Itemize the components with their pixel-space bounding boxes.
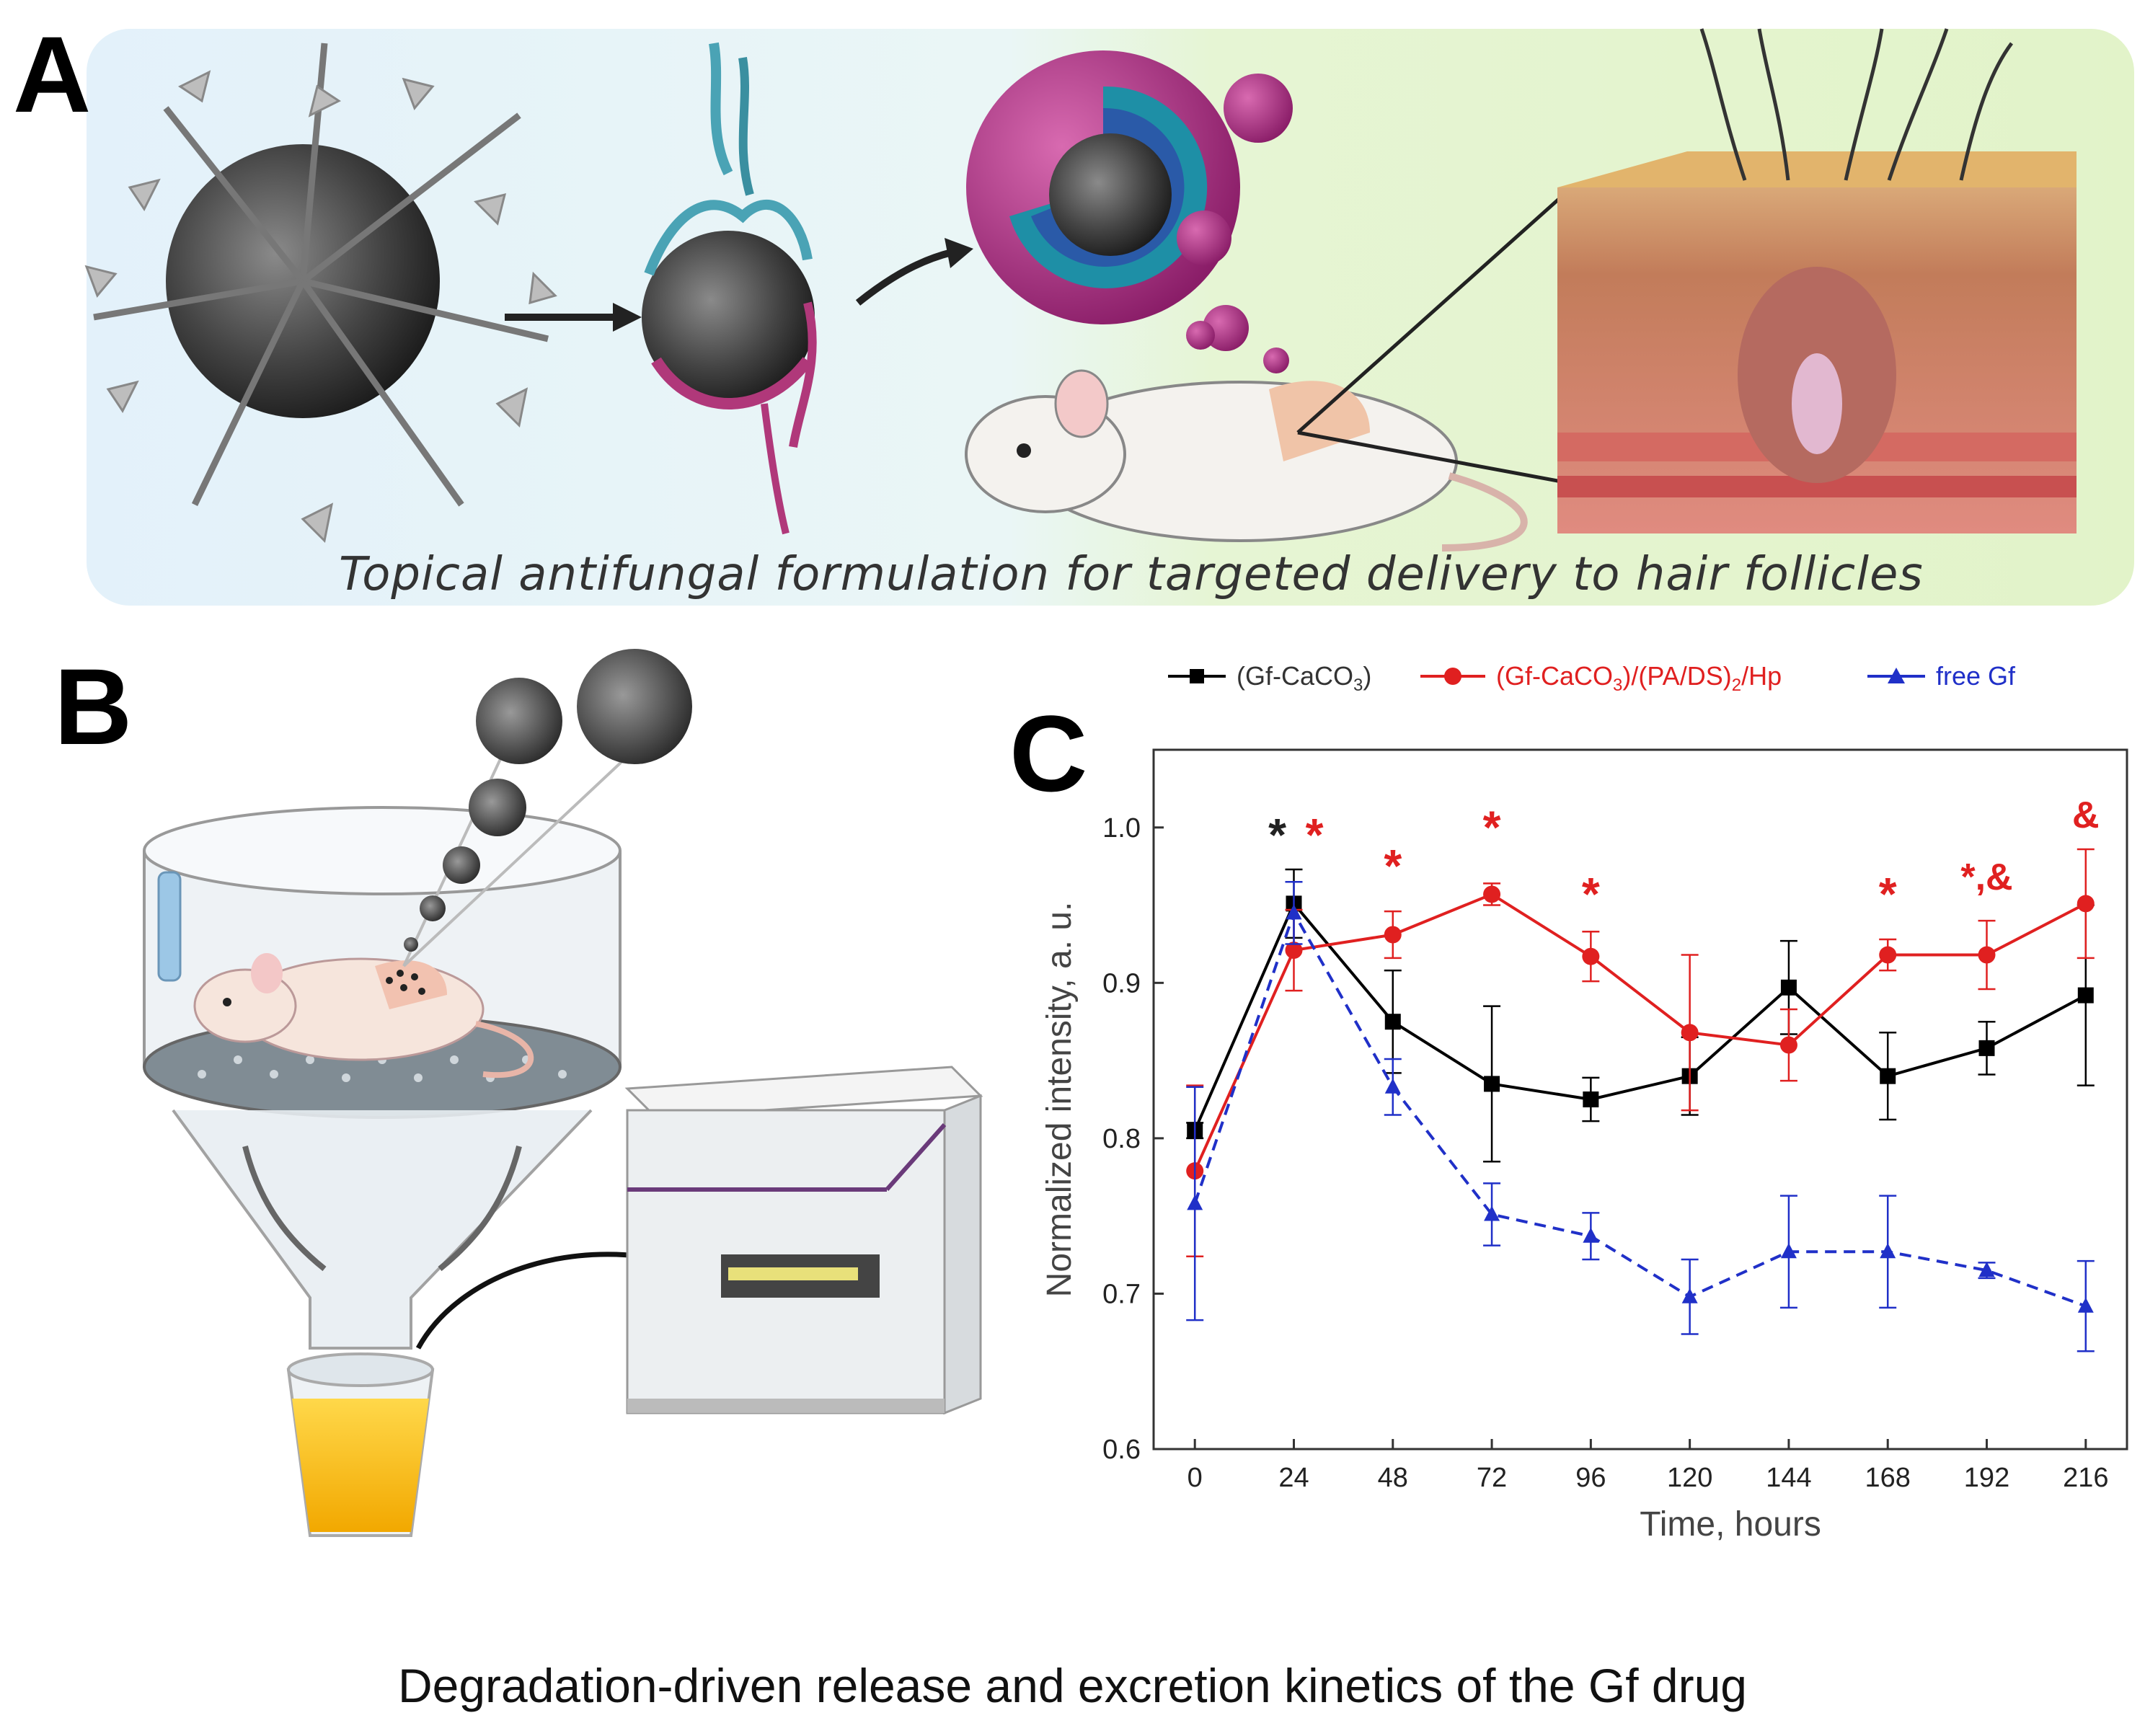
panel-c-label: C [1009,693,1088,814]
x-tick-label: 24 [1278,1463,1309,1493]
metabolic-cage-icon [143,806,622,1350]
mouse-icon [193,953,534,1079]
bottom-caption: Degradation-driven release and excretion… [397,1659,1748,1712]
data-point [1880,1068,1896,1084]
significance-marker: * [1268,809,1286,861]
coated-particle-icon [642,42,817,535]
data-point [2077,895,2095,913]
panel-b-label: B [54,646,133,767]
legend-item-gf-caco3: (Gf-CaCO3) [1168,661,1371,695]
data-point [1582,947,1600,965]
data-point [1483,885,1501,903]
particles-icon [402,649,692,967]
significance-marker: * [1384,840,1402,892]
x-axis: 0 24 48 72 96 120 144 168 192 216 [1188,1439,2108,1493]
data-point [1681,1288,1698,1303]
legend-item-gf-caco3-coated: (Gf-CaCO3)/(PA/DS)2/Hp [1420,661,1782,695]
significance-marker: * [1306,809,1324,861]
legend-label-gf-caco3: (Gf-CaCO3) [1237,661,1371,695]
panel-a: A Topical antifungal formulation for tar… [0,0,2145,620]
series-line [1193,893,2087,1172]
data-point [1384,926,1402,944]
legend-label-free-gf: free Gf [1936,661,2016,691]
significance-marker: * [1879,868,1897,920]
series-line [1193,900,2087,1131]
significance-marker: * [1582,868,1600,920]
capsule-small-icon [1224,74,1293,143]
data-point [1978,1262,1995,1277]
x-tick-label: 72 [1477,1463,1507,1493]
x-tick-label: 192 [1964,1463,2009,1493]
significance-marker: * [1483,801,1501,853]
annotations: * * * * * * *,& & [1268,794,2099,920]
layered-capsule-icon [966,50,1240,324]
data-point [1384,1078,1401,1094]
data-point [1780,979,1797,996]
plot-area [1152,748,2128,1451]
series-0 [1186,868,2095,1163]
data-point [1780,1243,1797,1259]
x-tick-label: 216 [2063,1463,2108,1493]
plate-reader-icon [624,1066,983,1415]
data-point [2077,987,2094,1004]
data-point [1484,1205,1500,1221]
panel-a-label: A [13,14,92,135]
y-tick-label: 0.7 [1102,1279,1141,1309]
y-tick-label: 1.0 [1102,813,1141,843]
x-tick-label: 168 [1865,1463,1911,1493]
data-point [1187,1195,1203,1210]
y-tick-label: 0.8 [1102,1124,1141,1154]
legend-label-gf-caco3-coated: (Gf-CaCO3)/(PA/DS)2/Hp [1496,661,1782,695]
mouse-icon [965,186,1609,552]
data-point [2077,1297,2094,1313]
data-point [1879,946,1897,964]
x-tick-label: 144 [1766,1463,1811,1493]
data-point [1285,942,1303,960]
panel-a-caption: Topical antifungal formulation for targe… [339,548,1924,601]
data-point [1779,1036,1797,1054]
release-kinetics-chart: (Gf-CaCO3) (Gf-CaCO3)/(PA/DS)2/Hp free G… [1040,661,2128,1544]
x-tick-label: 96 [1575,1463,1606,1493]
y-axis: 0.6 0.7 0.8 0.9 1.0 [1102,813,1164,1465]
data-point [1681,1024,1699,1042]
legend: (Gf-CaCO3) (Gf-CaCO3)/(PA/DS)2/Hp free G… [1168,661,2016,695]
series-2 [1186,880,2095,1352]
x-tick-label: 48 [1378,1463,1408,1493]
gf-caco3-particle-icon [84,43,557,544]
y-tick-label: 0.9 [1102,968,1141,998]
series-1 [1186,848,2095,1257]
panel-b-illustration [143,649,983,1537]
y-tick-label: 0.6 [1102,1435,1141,1465]
data-point [1978,946,1996,964]
data-point [1583,1091,1599,1107]
series-layer [1186,848,2095,1352]
panel-c: C (Gf-CaCO3) (Gf-CaCO3)/(PA/DS)2/Hp free… [1009,634,2145,1600]
series-line [1193,909,2087,1308]
data-point [1978,1040,1995,1056]
data-point [1484,1076,1500,1092]
data-point [1286,904,1302,920]
x-tick-label: 0 [1188,1463,1203,1493]
skin-cross-section-icon [1557,28,2077,533]
panel-a-illustration [84,28,2134,606]
urine-cup-icon [286,1352,435,1537]
panel-b: B [0,634,1024,1564]
significance-marker: & [2072,794,2100,836]
y-axis-label: Normalized intensity, a. u. [1040,902,1079,1298]
x-tick-label: 120 [1667,1463,1712,1493]
x-axis-label: Time, hours [1640,1505,1821,1544]
legend-item-free-gf: free Gf [1867,661,2016,691]
data-point [1384,1014,1401,1030]
significance-marker: *,& [1960,856,2012,898]
data-point [1880,1243,1896,1259]
data-point [1583,1227,1599,1243]
